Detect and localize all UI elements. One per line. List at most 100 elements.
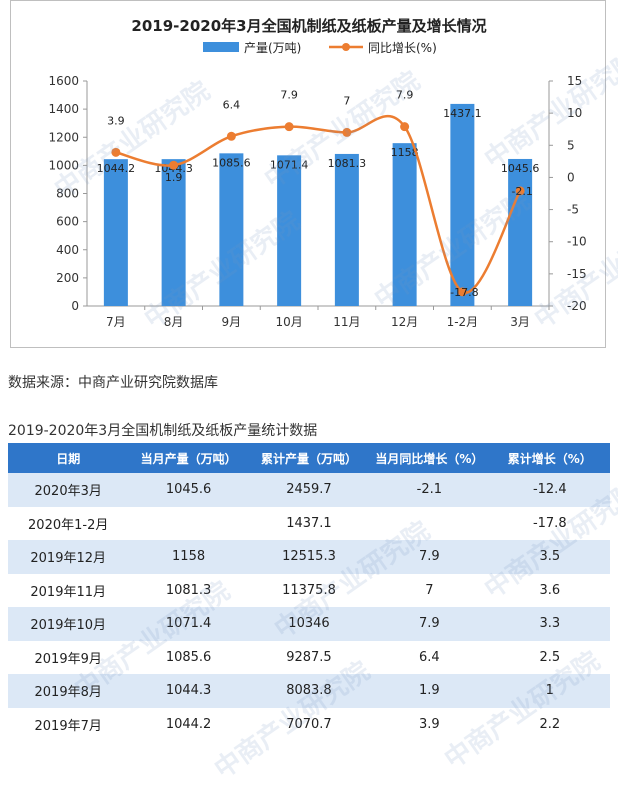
bar-value-label: 1085.6 bbox=[212, 156, 251, 169]
table-cell: 1045.6 bbox=[128, 473, 249, 507]
y-left-tick-label: 0 bbox=[71, 299, 79, 313]
growth-point bbox=[457, 287, 467, 297]
legend-bar-label: 产量(万吨) bbox=[244, 41, 301, 55]
table-cell: 7070.7 bbox=[248, 707, 370, 741]
table-cell: -17.8 bbox=[489, 506, 610, 540]
bar bbox=[277, 155, 302, 306]
header-cumulative-output: 累计产量（万吨） bbox=[248, 443, 370, 473]
table-cell: 2459.7 bbox=[248, 473, 370, 507]
y-right-tick-label: 0 bbox=[567, 170, 575, 184]
bar bbox=[219, 153, 244, 306]
stats-table: 日期 当月产量（万吨） 累计产量（万吨） 当月同比增长（%） 累计增长（%） 2… bbox=[8, 443, 610, 741]
table-cell: 1044.3 bbox=[128, 674, 249, 708]
y-left-tick-label: 400 bbox=[56, 243, 79, 257]
bar bbox=[508, 158, 533, 306]
table-cell bbox=[128, 506, 249, 540]
table-cell: 2019年8月 bbox=[8, 674, 129, 708]
table-cell: 2019年9月 bbox=[8, 640, 129, 674]
table-cell: 8083.8 bbox=[248, 674, 370, 708]
table-cell: 2020年3月 bbox=[8, 473, 129, 507]
growth-value-label: 7 bbox=[343, 94, 350, 107]
header-monthly-yoy: 当月同比增长（%） bbox=[369, 443, 490, 473]
bar-value-label: 1437.1 bbox=[443, 107, 482, 120]
table-cell: -2.1 bbox=[369, 473, 490, 507]
growth-point bbox=[342, 127, 352, 137]
legend-bar-swatch bbox=[203, 42, 239, 52]
chart-title: 2019-2020年3月全国机制纸及纸板产量及增长情况 bbox=[131, 17, 486, 35]
table-cell: 1.9 bbox=[369, 674, 490, 708]
x-tick-label: 1-2月 bbox=[447, 315, 479, 329]
y-right-tick-label: -5 bbox=[567, 203, 579, 217]
x-tick-label: 12月 bbox=[391, 315, 418, 329]
table-cell: 3.3 bbox=[489, 607, 610, 641]
growth-value-label: -2.1 bbox=[511, 185, 532, 198]
bar bbox=[334, 153, 359, 306]
growth-value-label: 7.9 bbox=[280, 89, 298, 102]
table-body: 2020年3月 1045.6 2459.7 -2.1 -12.4 2020年1-2月 143… bbox=[8, 473, 610, 741]
y-left-tick-label: 1200 bbox=[48, 130, 79, 144]
table-row: 2019年9月 1085.6 9287.5 6.4 2.5 bbox=[8, 640, 610, 674]
y-right-tick-label: -10 bbox=[567, 235, 587, 249]
table-cell: 2.2 bbox=[489, 707, 610, 741]
y-right-tick-label: -15 bbox=[567, 267, 587, 281]
table-row: 2019年8月 1044.3 8083.8 1.9 1 bbox=[8, 674, 610, 708]
bar-value-label: 1081.3 bbox=[328, 157, 367, 170]
table-row: 2020年1-2月 1437.1 -17.8 bbox=[8, 506, 610, 540]
growth-point bbox=[111, 147, 121, 157]
y-left-tick-label: 1000 bbox=[48, 158, 79, 172]
table-cell: 2019年7月 bbox=[8, 707, 129, 741]
header-cumulative-growth: 累计增长（%） bbox=[489, 443, 610, 473]
x-tick-label: 9月 bbox=[222, 315, 242, 329]
table-cell: 2.5 bbox=[489, 640, 610, 674]
bar bbox=[103, 159, 128, 306]
table-cell bbox=[369, 506, 490, 540]
table-cell: 11375.8 bbox=[248, 573, 370, 607]
table-cell: 1081.3 bbox=[128, 573, 249, 607]
x-tick-label: 11月 bbox=[333, 315, 360, 329]
table-cell: -12.4 bbox=[489, 473, 610, 507]
data-source-note: 数据来源：中商产业研究院数据库 bbox=[8, 375, 218, 391]
growth-value-label: 3.9 bbox=[107, 114, 125, 127]
table-cell: 1158 bbox=[128, 540, 249, 574]
table-cell: 1 bbox=[489, 674, 610, 708]
bar-value-label: 1071.4 bbox=[270, 158, 309, 171]
table-cell: 3.9 bbox=[369, 707, 490, 741]
growth-value-label: 6.4 bbox=[223, 98, 241, 111]
table-cell: 2019年12月 bbox=[8, 540, 129, 574]
bar bbox=[450, 103, 475, 307]
table-row: 2019年7月 1044.2 7070.7 3.9 2.2 bbox=[8, 707, 610, 741]
table-cell: 9287.5 bbox=[248, 640, 370, 674]
x-tick-label: 10月 bbox=[275, 315, 302, 329]
x-tick-label: 8月 bbox=[164, 315, 184, 329]
growth-point bbox=[226, 131, 236, 141]
header-date: 日期 bbox=[8, 443, 129, 473]
y-right-tick-label: 15 bbox=[567, 74, 582, 88]
y-right-tick-label: 10 bbox=[567, 106, 582, 120]
y-left-tick-label: 800 bbox=[56, 187, 79, 201]
table-cell: 7.9 bbox=[369, 540, 490, 574]
table-cell: 7 bbox=[369, 573, 490, 607]
growth-point bbox=[284, 122, 294, 132]
bar-value-label: 1044.2 bbox=[97, 162, 136, 175]
table-header-row: 日期 当月产量（万吨） 累计产量（万吨） 当月同比增长（%） 累计增长（%） bbox=[8, 443, 610, 473]
x-tick-label: 7月 bbox=[106, 315, 126, 329]
table-cell: 1071.4 bbox=[128, 607, 249, 641]
growth-value-label: 1.9 bbox=[165, 171, 183, 184]
y-right-tick-label: -20 bbox=[567, 299, 587, 313]
growth-point bbox=[169, 160, 179, 170]
bar-value-label: 1158 bbox=[391, 146, 419, 159]
table-cell: 10346 bbox=[248, 607, 370, 641]
bar bbox=[392, 143, 417, 306]
legend-line-label: 同比增长(%) bbox=[368, 41, 437, 55]
growth-point bbox=[515, 186, 525, 196]
chart-container: 2019-2020年3月全国机制纸及纸板产量及增长情况产量(万吨) 同比增长(%)… bbox=[10, 0, 606, 348]
table-row: 2019年12月 1158 12515.3 7.9 3.5 bbox=[8, 540, 610, 574]
bar bbox=[161, 159, 186, 306]
table-cell: 2019年11月 bbox=[8, 573, 129, 607]
table-cell: 3.5 bbox=[489, 540, 610, 574]
table-cell: 3.6 bbox=[489, 573, 610, 607]
header-monthly-output: 当月产量（万吨） bbox=[128, 443, 249, 473]
y-right-tick-label: 5 bbox=[567, 138, 575, 152]
table-cell: 12515.3 bbox=[248, 540, 370, 574]
